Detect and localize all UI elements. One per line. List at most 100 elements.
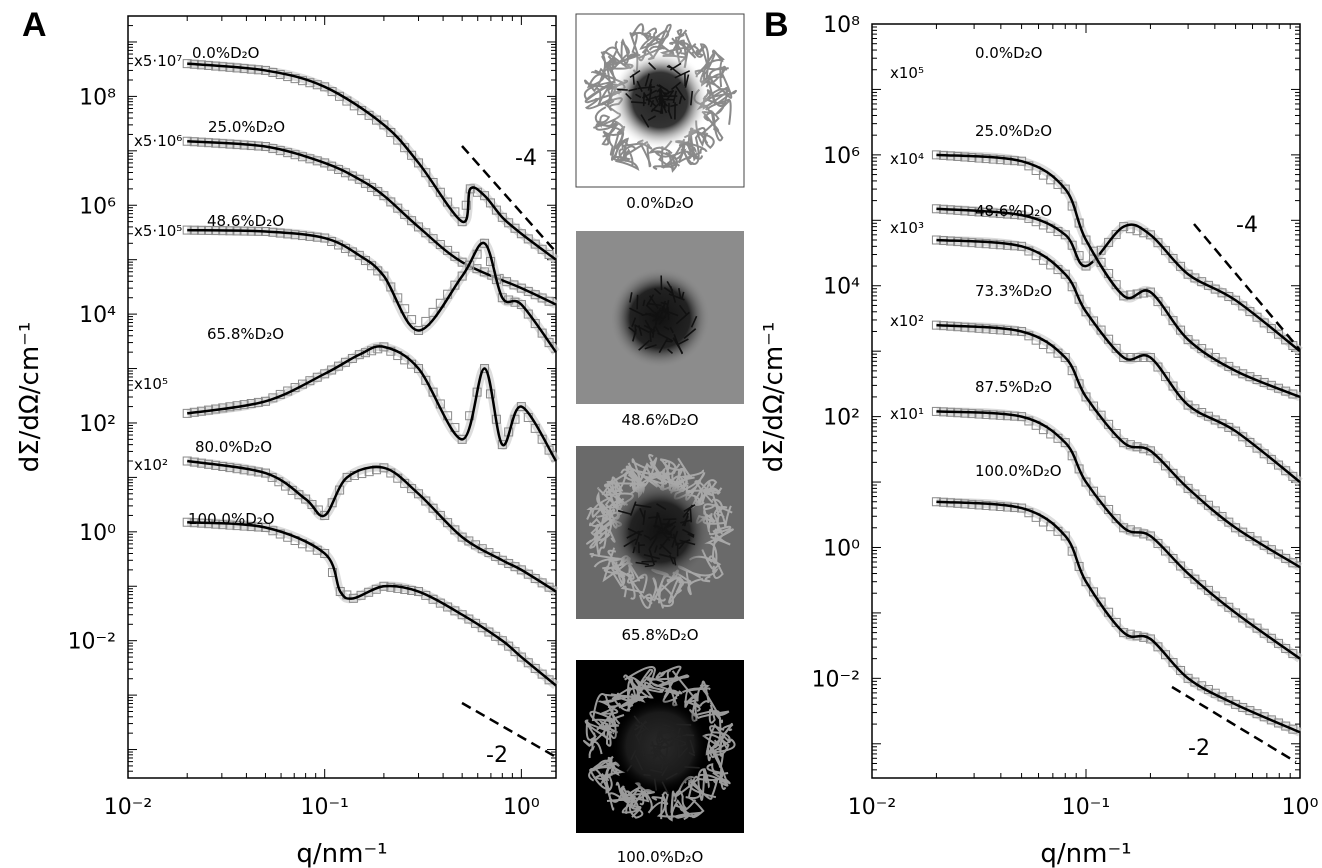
panel-a-series-name-label: 65.8%D₂O [207,325,284,343]
panel-b-series-scale-label: x10⁴ [890,150,924,168]
shell-polymer-chain [701,733,730,759]
panel-b-data-point [1119,628,1129,638]
core-network-strand [655,745,666,750]
shell-polymer-chain [643,790,669,814]
panel-a-data-point [443,245,453,255]
core-network-strand [669,734,680,746]
core-network-strand [642,89,658,99]
shell-polymer-chain [627,790,644,819]
panel-a-data-point [301,494,311,504]
panel-b-data-point [1217,597,1227,607]
panel-b-data-point [1168,316,1178,326]
core-network-strand [656,503,667,511]
core-network-strand [644,319,654,335]
core-network-strand [678,288,682,299]
panel-a-data-point [428,503,438,513]
shell-polymer-chain [592,761,626,782]
panel-b-data-point [1210,506,1220,516]
core-network-strand [649,330,652,343]
panel-b-y-tick-label: 10⁶ [823,144,860,169]
panel-b-data-point [1288,471,1298,481]
panel-b-data-point [981,154,991,164]
core-network-strand [674,70,691,79]
panel-b-series-name-label: 48.6%D₂O [975,202,1052,220]
panel-b-data-point [1081,392,1091,402]
panel-a-data-point [504,641,514,651]
panel-a-data-point [407,484,417,494]
panel-a-data-point [307,500,317,510]
core-network-strand [625,92,632,100]
panel-b-data-point [981,324,991,334]
core-network-strand [658,737,673,746]
panel-b-data-point [1168,658,1178,668]
panel-a-data-point [523,286,533,296]
panel-a-data-point [523,309,533,319]
panel-b-data-point [1288,558,1298,568]
panel-a-data-point [537,293,547,303]
panel-b-data-point [1145,634,1155,644]
core-network-strand [644,344,657,350]
inset-1-caption: 48.6%D₂O [621,411,698,429]
panel-a-slope-line-steep [461,145,557,253]
core-network-strand [629,69,641,79]
core-network-strand [673,558,677,566]
core-network-strand [628,326,637,334]
panel-a-letter: A [22,6,47,44]
shell-polymer-chain [598,700,621,715]
core-network-strand [685,733,695,737]
panel-b-data-point [1259,628,1269,638]
panel-b-data-point [1060,353,1070,363]
panel-b-data-point [1288,389,1298,399]
core-network-strand [678,338,689,345]
panel-b-data-point [1238,301,1248,311]
panel-a-data-point [485,198,495,208]
core-network-strand [642,299,646,307]
shell-polymer-chain [708,525,732,546]
panel-b-x-tick-label: 10⁻¹ [1062,795,1110,820]
core-network-strand [678,95,683,105]
inset-2-d2o: 65.8%D₂O [576,446,744,644]
inset-3-d2o: 100.0%D₂O [576,660,744,866]
panel-a-data-point [457,434,467,444]
panel-a-data-point [516,283,526,293]
panel-a-data-point [421,316,431,326]
core-network-strand [623,538,637,548]
panel-a-data-point [491,205,501,215]
panel-a-data-point [373,344,383,354]
panel-b-data-point [1183,569,1193,579]
core-network-strand [679,539,696,546]
core-network-strand [654,325,661,336]
panel-b-data-point [1119,438,1129,448]
core-network-strand [658,89,663,96]
panel-a-data-point [516,300,526,310]
panel-a-series-fit-line [187,345,558,462]
core-network-strand [657,91,671,101]
panel-a-data-point [504,218,514,228]
panel-b-series-name-label: 0.0%D₂O [975,44,1042,62]
shell-polymer-chain [639,29,670,51]
shell-polymer-chain [626,572,653,609]
panel-a-data-point [421,168,431,178]
panel-b-data-point [1176,665,1186,675]
core-network-strand [659,730,663,738]
panel-a-series-fit-line [187,520,557,687]
core-network-strand [667,348,674,355]
panel-a-data-point [516,402,526,412]
panel-a-data-point [373,266,383,276]
panel-b-data-point [981,409,991,419]
core-network-strand [656,84,668,91]
panel-b-series-fit-line [936,153,1301,399]
inset-0-d2o: 0.0%D₂O [575,13,745,212]
panel-b-data-point [1153,238,1163,248]
panel-a-data-point [450,525,460,535]
core-network-strand [644,564,654,568]
panel-a-data-point [537,328,547,338]
core-network-strand [661,765,669,777]
core-network-strand [689,739,695,754]
core-network-strand [657,514,663,529]
panel-b-data-point [1132,289,1142,299]
core-network-strand [627,527,643,536]
panel-b-series-name-label: 25.0%D₂O [975,122,1052,140]
panel-a-data-point [320,82,330,92]
shell-polymer-chain [602,41,631,72]
